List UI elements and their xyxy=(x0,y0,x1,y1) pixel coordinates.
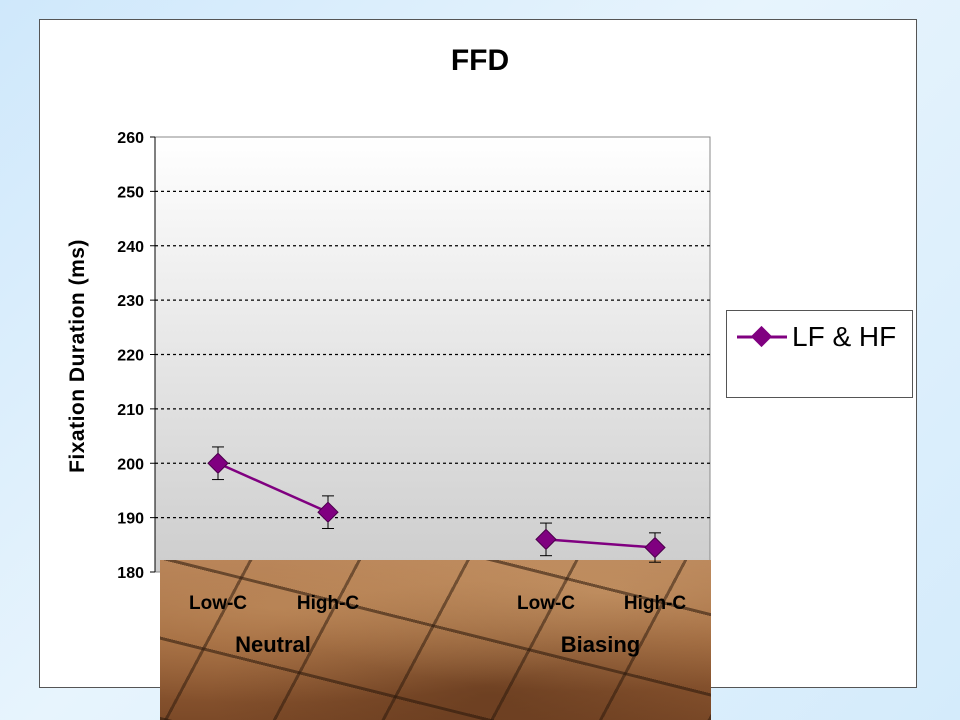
y-tick-label: 230 xyxy=(117,293,144,310)
data-point-marker xyxy=(535,528,557,551)
data-point-marker xyxy=(207,452,229,474)
legend-label: LF & HF xyxy=(792,321,897,352)
x-category-label: High-C xyxy=(296,593,360,614)
y-tick-label: 210 xyxy=(117,402,144,419)
chart-title: FFD xyxy=(450,44,510,77)
legend-marker-icon xyxy=(737,325,787,348)
y-tick-label: 220 xyxy=(117,348,144,365)
x-category-label: Low-C xyxy=(516,593,576,614)
series-line xyxy=(545,538,656,549)
y-tick-label: 250 xyxy=(117,184,144,201)
y-axis-title: Fixation Duration (ms) xyxy=(66,239,89,473)
x-category-label: High-C xyxy=(623,593,687,614)
data-point-marker xyxy=(644,536,666,559)
series-line xyxy=(217,462,329,514)
x-category-label: Low-C xyxy=(188,593,248,614)
data-point-marker xyxy=(317,501,339,523)
floor-tiles-image xyxy=(160,560,711,720)
y-tick-label: 190 xyxy=(117,511,144,528)
legend: LF & HF xyxy=(726,310,913,398)
x-group-label: Biasing xyxy=(560,632,641,657)
x-group-label: Neutral xyxy=(235,632,311,657)
y-tick-label: 180 xyxy=(117,565,144,582)
y-tick-label: 200 xyxy=(117,456,144,473)
y-tick-label: 240 xyxy=(117,239,144,256)
y-tick-label: 260 xyxy=(117,130,144,147)
